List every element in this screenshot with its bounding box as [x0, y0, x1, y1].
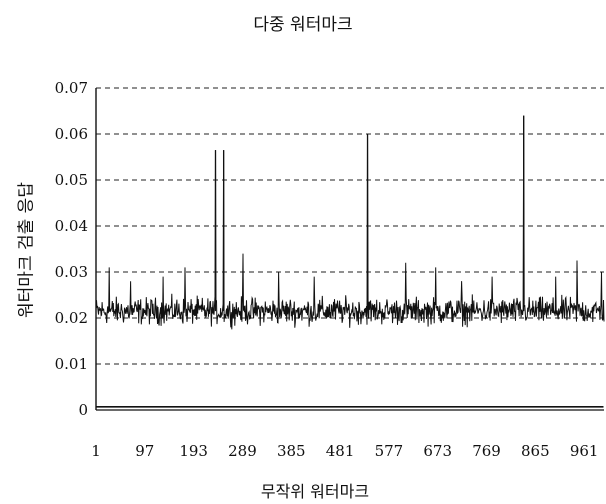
y-tick-label: 0.04 — [55, 217, 88, 235]
x-tick-label: 961 — [570, 442, 599, 460]
y-tick-label: 0.06 — [55, 125, 88, 143]
axes — [95, 88, 604, 411]
x-axis-label: 무작위 워터마크 — [260, 482, 370, 501]
chart-title: 다중 워터마크 — [253, 15, 353, 35]
y-tick-label: 0.03 — [55, 263, 88, 281]
x-tick-label: 385 — [277, 442, 306, 460]
x-tick-label: 289 — [228, 442, 257, 460]
x-tick-label: 1 — [91, 442, 101, 460]
x-tick-label: 97 — [135, 442, 154, 460]
x-tick-label: 193 — [179, 442, 208, 460]
y-tick-label: 0.02 — [55, 309, 88, 327]
x-tick-label: 865 — [521, 442, 550, 460]
x-tick-label: 481 — [326, 442, 355, 460]
y-tick-label: 0.01 — [55, 355, 88, 373]
y-tick-labels: 0 0.01 0.02 0.03 0.04 0.05 0.06 0.07 — [55, 79, 88, 419]
y-tick-label: 0 — [78, 401, 88, 419]
y-tick-label: 0.07 — [55, 79, 88, 97]
y-tick-label: 0.05 — [55, 171, 88, 189]
response-series-line — [95, 115, 605, 330]
x-tick-labels: 1 97 193 289 385 481 577 673 769 865 961 — [91, 442, 598, 460]
x-tick-label: 673 — [423, 442, 452, 460]
x-tick-label: 769 — [472, 442, 501, 460]
x-tick-label: 577 — [375, 442, 404, 460]
series-layer — [95, 115, 605, 408]
